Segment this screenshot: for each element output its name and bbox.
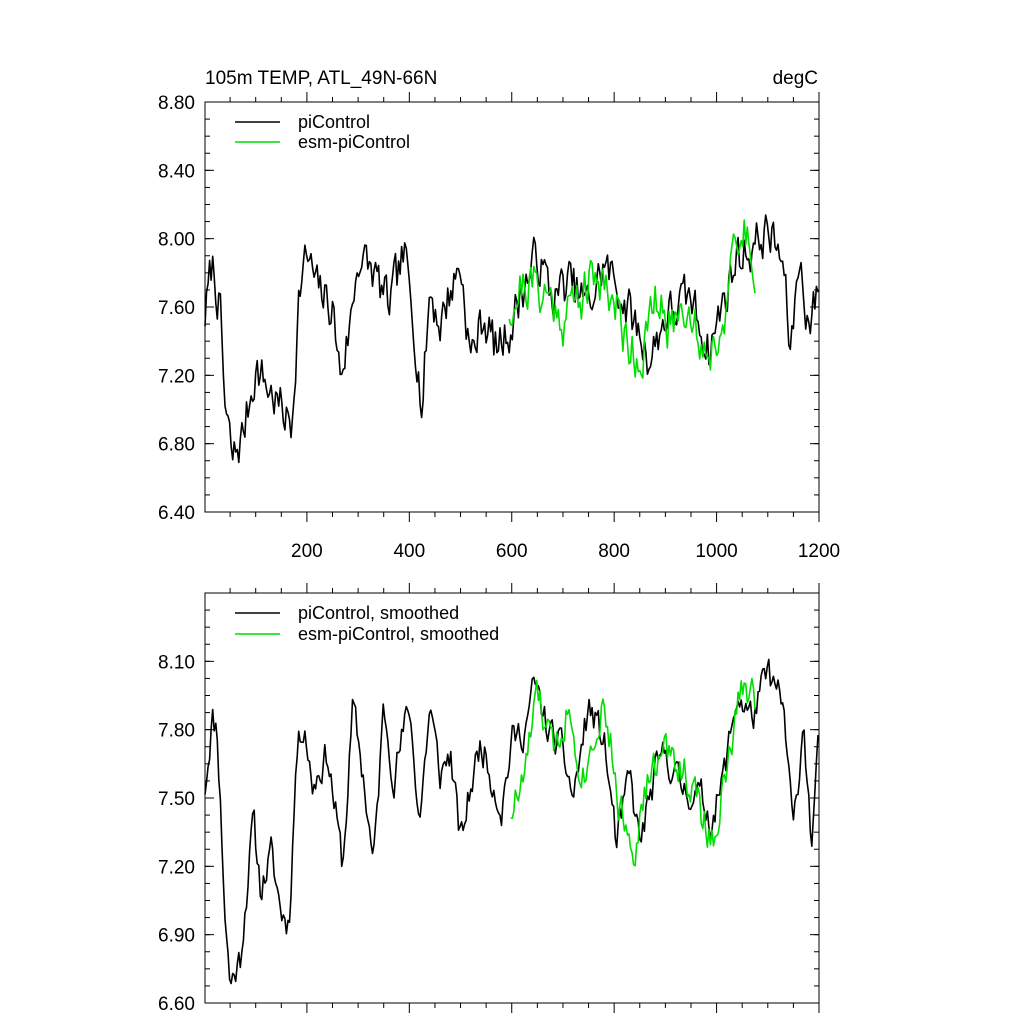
y-tick-label: 7.20 [158,857,195,878]
y-tick-label: 6.60 [158,994,195,1015]
y-tick-label: 8.80 [158,93,195,114]
legend-label-picontrol: piControl [298,112,370,132]
x-tick-label: 600 [496,541,528,562]
y-tick-label: 8.40 [158,161,195,182]
top-series-group [204,214,819,464]
x-tick-label: 800 [598,541,630,562]
y-tick-label: 8.10 [158,652,195,673]
y-tick-label: 6.90 [158,926,195,947]
y-tick-label: 7.80 [158,721,195,742]
legend-label-picontrol-smoothed: piControl, smoothed [298,603,459,623]
x-tick-label: 400 [393,541,425,562]
series-line-esm-picontrol [508,219,756,379]
top-panel: 6.40 6.80 7.20 7.60 8.00 8.40 8.80 200 400 600 800… [158,92,840,562]
bottom-axis-ticks: 6.60 6.90 7.20 7.50 7.80 8.10 [158,583,820,1015]
series-line-picontrol [204,658,819,985]
top-legend: piControl esm-piControl [235,112,410,152]
legend-label-esm: esm-piControl [298,132,410,152]
bottom-panel: 6.60 6.90 7.20 7.50 7.80 8.10 piControl, smoo… [158,583,820,1015]
series-line-picontrol [204,214,819,464]
legend-label-esm-smoothed: esm-piControl, smoothed [298,624,499,644]
series-line-esm-picontrol [510,677,756,867]
y-tick-label: 7.60 [158,298,195,319]
y-tick-label: 8.00 [158,230,195,251]
y-tick-label: 6.80 [158,435,195,456]
bottom-series-group [204,658,819,985]
top-axis-ticks: 6.40 6.80 7.20 7.60 8.00 8.40 8.80 200 400 600 800… [158,92,840,562]
bottom-legend: piControl, smoothed esm-piControl, smoot… [235,603,499,644]
bottom-plot-frame [204,592,820,1004]
y-tick-label: 6.40 [158,503,195,524]
x-tick-label: 1000 [695,541,737,562]
units-label: degC [773,68,818,89]
chart-title: 105m TEMP, ATL_49N-66N [205,68,437,89]
x-tick-label: 200 [291,541,323,562]
x-tick-label: 1200 [798,541,840,562]
y-tick-label: 7.20 [158,366,195,387]
y-tick-label: 7.50 [158,789,195,810]
